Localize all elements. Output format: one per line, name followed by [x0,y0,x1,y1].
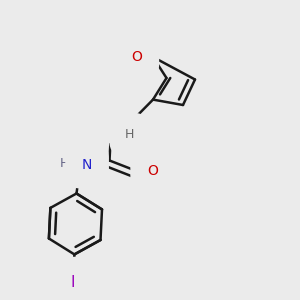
Text: H: H [124,128,134,141]
Text: O: O [147,164,158,178]
Text: N: N [82,158,92,172]
Text: O: O [132,50,142,64]
Text: H: H [112,115,122,128]
Text: H: H [60,157,69,170]
Text: I: I [71,275,75,290]
